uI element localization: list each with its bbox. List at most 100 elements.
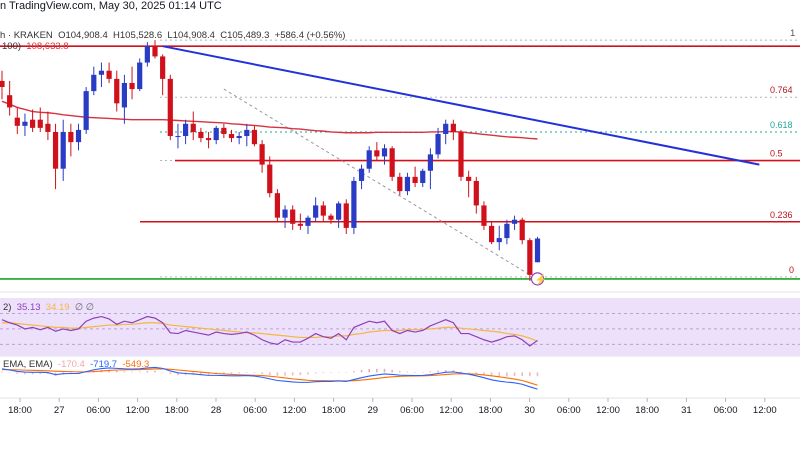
candle xyxy=(75,123,82,151)
lightning-marker-icon xyxy=(530,272,545,286)
candle xyxy=(0,70,5,100)
candle-body xyxy=(267,164,273,194)
time-axis-label: 18:00 xyxy=(635,405,659,416)
macd-signal-line xyxy=(1,368,538,386)
macd-histogram-bar xyxy=(146,370,149,373)
time-axis-label: 29 xyxy=(368,405,379,416)
rsi-legend-label: 2) xyxy=(3,302,12,313)
candle xyxy=(22,113,28,137)
candle-body xyxy=(106,70,112,79)
macd-legend: EMA, EMA) -170.4 -719.7 -549.3 xyxy=(3,359,149,370)
fib-level-label: 0.764 xyxy=(770,85,793,95)
time-axis-label: 12:00 xyxy=(753,405,777,416)
time-axis-label: 18:00 xyxy=(322,405,346,416)
candle-body xyxy=(30,119,36,128)
candle-body xyxy=(297,223,303,226)
candle xyxy=(137,58,143,92)
time-axis-label: 18:00 xyxy=(8,405,32,416)
macd-histogram-bar xyxy=(16,372,19,374)
candle xyxy=(259,140,265,173)
ma-legend: 100) 108,633.8 xyxy=(2,41,69,52)
candle xyxy=(221,123,227,139)
candle-body xyxy=(37,119,43,128)
candle xyxy=(52,123,59,190)
ma-legend-value: 108,633.8 xyxy=(26,41,69,52)
candle xyxy=(175,123,181,149)
ohlc-close: C105,489.3 xyxy=(220,30,270,41)
macd-legend-v1: -170.4 xyxy=(57,359,85,370)
time-axis-label: 06:00 xyxy=(400,405,424,416)
candle xyxy=(420,168,426,188)
candle-body xyxy=(52,131,59,169)
candle xyxy=(489,221,495,245)
candle-body xyxy=(504,223,510,239)
candle-body xyxy=(7,95,13,108)
candle xyxy=(458,129,464,181)
candle-body xyxy=(0,80,5,88)
candle xyxy=(511,215,518,230)
candle-body xyxy=(313,205,319,218)
candle xyxy=(389,146,395,181)
candle-body xyxy=(328,215,334,220)
candle-body xyxy=(320,205,326,216)
time-axis-label: 30 xyxy=(524,405,535,416)
macd-histogram-bar xyxy=(200,372,202,375)
macd-histogram-bar xyxy=(421,371,424,373)
candle xyxy=(45,111,51,141)
macd-histogram-bar xyxy=(154,370,156,373)
candle xyxy=(228,129,235,143)
candle-body xyxy=(160,56,166,79)
macd-histogram-bar xyxy=(406,371,409,373)
candle-body xyxy=(14,117,20,126)
rsi-legend-ma-value: 34.19 xyxy=(45,302,70,313)
candle-body xyxy=(305,217,311,226)
candle xyxy=(152,40,158,59)
fib-level-label: 0.5 xyxy=(770,149,783,159)
rsi-line xyxy=(1,315,538,347)
candle xyxy=(496,225,502,251)
macd-histogram-bar xyxy=(47,372,49,375)
candle-body xyxy=(198,131,204,139)
candle xyxy=(374,142,380,161)
macd-histogram-bar xyxy=(246,372,248,373)
candle xyxy=(481,201,487,230)
candle xyxy=(236,131,242,145)
candle-body xyxy=(213,127,219,141)
candle xyxy=(244,123,250,147)
fib-level-label: 0.618 xyxy=(770,120,793,130)
candle xyxy=(190,111,196,141)
candle-body xyxy=(175,136,181,138)
candle-body xyxy=(236,136,242,139)
candle xyxy=(305,215,311,235)
candle-body xyxy=(374,150,380,157)
candle xyxy=(358,164,365,190)
candle xyxy=(106,62,112,83)
candle xyxy=(412,166,418,188)
candle xyxy=(91,66,97,96)
candle xyxy=(98,62,105,88)
macd-histogram-bar xyxy=(368,369,370,373)
candle xyxy=(343,199,349,235)
candle-body xyxy=(221,127,227,134)
symbol-prefix: h · KRAKEN xyxy=(0,30,53,41)
candle-body xyxy=(83,91,89,130)
candle xyxy=(336,201,342,228)
candle-body xyxy=(114,78,120,104)
time-axis-label: 06:00 xyxy=(87,405,111,416)
candle-body xyxy=(412,176,418,183)
candle xyxy=(7,80,13,116)
macd-line xyxy=(1,366,538,390)
macd-histogram-bar xyxy=(238,372,240,374)
candle xyxy=(114,70,120,112)
candle xyxy=(160,54,166,96)
candle xyxy=(427,148,433,190)
candle-body xyxy=(91,74,97,92)
macd-histogram-bar xyxy=(337,372,340,373)
candle-body xyxy=(473,180,479,206)
candle xyxy=(14,107,20,134)
macd-histogram-bar xyxy=(291,372,294,376)
macd-histogram-bar xyxy=(467,372,470,373)
header-source: n TradingView.com, May 30, 2025 01:14 UT… xyxy=(0,0,222,12)
macd-histogram-bar xyxy=(383,368,386,373)
